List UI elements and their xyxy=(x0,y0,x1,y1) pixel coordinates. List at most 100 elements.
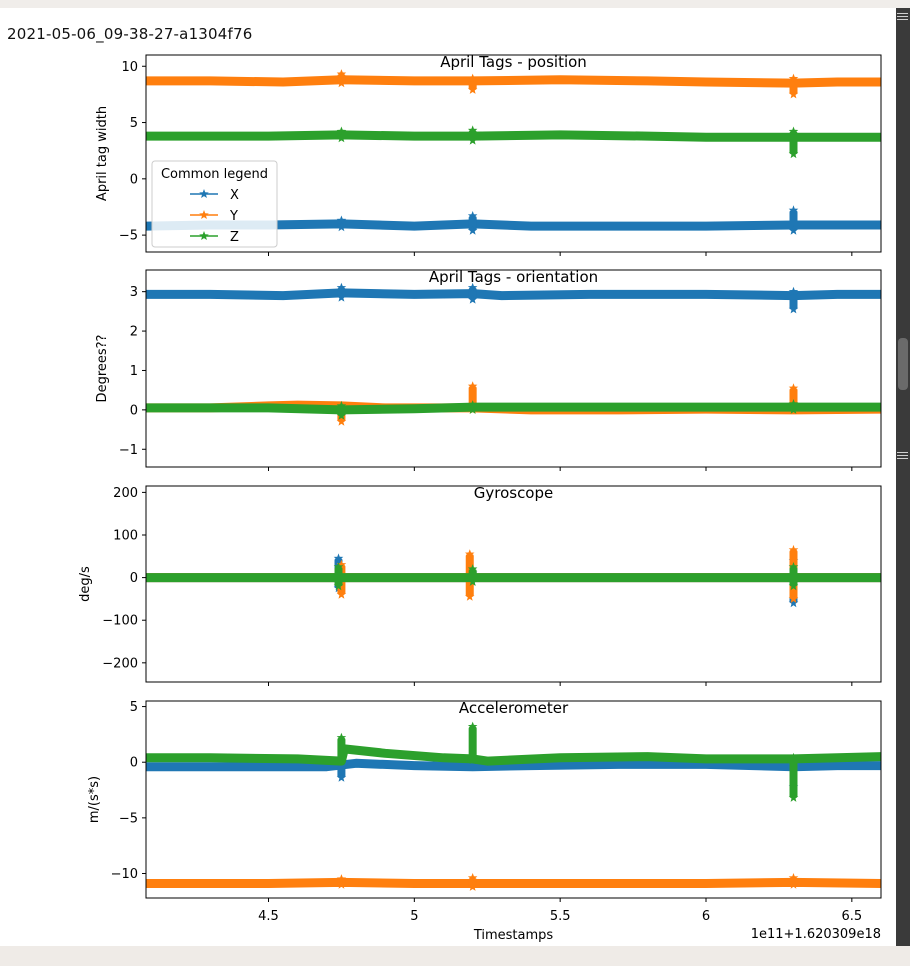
star-marker xyxy=(465,549,475,559)
series-spike-x xyxy=(337,763,346,778)
star-marker xyxy=(336,78,347,88)
star-marker xyxy=(788,225,799,235)
legend: Common legend XYZ xyxy=(151,160,278,248)
x-tick-label: 5 xyxy=(410,909,418,924)
legend-title: Common legend xyxy=(161,167,268,182)
legend-entry-label: Z xyxy=(230,230,239,245)
legend-box xyxy=(151,160,278,248)
star-marker xyxy=(467,400,478,410)
star-marker xyxy=(336,222,347,232)
y-tick-label: −10 xyxy=(111,867,138,882)
star-marker xyxy=(336,126,347,136)
series-band-z xyxy=(146,744,881,766)
star-marker xyxy=(788,873,799,882)
star-marker xyxy=(465,591,475,601)
star-marker xyxy=(467,564,478,574)
legend-star-marker xyxy=(199,210,209,219)
x-tick-label: 5.5 xyxy=(550,909,571,924)
series-spike-z xyxy=(468,726,477,760)
star-marker xyxy=(788,73,799,83)
star-marker xyxy=(788,879,799,889)
legend-star-marker xyxy=(199,231,209,240)
y-tick-label: 200 xyxy=(113,486,138,501)
series-spike-y xyxy=(789,78,798,95)
star-marker xyxy=(336,410,347,420)
star-marker xyxy=(336,215,347,225)
y-tick-label: 0 xyxy=(130,571,138,586)
data-layer xyxy=(146,721,881,891)
grip-line xyxy=(897,458,908,459)
star-marker xyxy=(788,581,799,591)
y-tick-label: −1 xyxy=(119,443,138,458)
star-marker xyxy=(467,721,478,731)
star-marker xyxy=(336,589,347,599)
star-marker xyxy=(333,581,344,591)
subplot-2: −1 0 1 2 3 April Tags - orientation Degrees?? xyxy=(95,268,882,471)
grip-line xyxy=(897,455,908,456)
star-marker xyxy=(336,400,347,410)
star-marker xyxy=(788,205,799,215)
star-marker xyxy=(336,69,347,79)
series-spike-x xyxy=(789,210,798,231)
star-marker xyxy=(788,304,799,314)
y-axis-label: deg/s xyxy=(78,566,93,602)
legend-entry-label: X xyxy=(230,188,239,203)
y-axis-label: April tag width xyxy=(95,106,110,201)
axes-frame xyxy=(145,54,882,253)
star-marker xyxy=(788,544,799,554)
star-marker xyxy=(467,135,478,145)
series-spike-z xyxy=(334,566,343,587)
y-tick-label: 5 xyxy=(130,116,138,131)
series-spike-z xyxy=(789,566,798,587)
y-tick-label: 0 xyxy=(130,172,138,187)
star-marker xyxy=(336,282,347,292)
y-tick-label: 1 xyxy=(130,364,138,379)
scrollbar-thumb[interactable] xyxy=(898,338,908,390)
star-marker xyxy=(788,404,799,414)
star-marker xyxy=(467,282,478,292)
series-spike-z xyxy=(789,757,798,798)
star-marker xyxy=(788,286,799,296)
star-marker xyxy=(788,383,799,393)
series-band-x xyxy=(146,288,881,301)
star-marker xyxy=(333,562,344,571)
y-tick-label: 2 xyxy=(130,325,138,340)
y-tick-label: 0 xyxy=(130,403,138,418)
star-marker xyxy=(788,752,799,762)
y-tick-label: 0 xyxy=(130,756,138,771)
y-axis-label: m/(s*s) xyxy=(87,776,102,823)
star-marker xyxy=(788,89,799,99)
star-marker xyxy=(336,879,347,889)
y-tick-label: 3 xyxy=(130,285,138,300)
subplot-title: April Tags - position xyxy=(440,53,587,71)
subplot-3: −200 −100 0 100 200 Gyroscope deg/s xyxy=(78,484,882,686)
star-marker xyxy=(788,399,799,408)
star-marker xyxy=(788,598,799,608)
series-band-y xyxy=(146,75,881,88)
vertical-scrollbar[interactable] xyxy=(896,8,910,946)
legend-entry-label: Y xyxy=(229,209,238,224)
figure-canvas xyxy=(0,8,896,946)
grip-line xyxy=(897,16,908,17)
series-spike-z xyxy=(789,131,798,155)
subplot-title: April Tags - orientation xyxy=(429,268,598,286)
y-tick-label: −5 xyxy=(119,811,138,826)
subplot-title: Gyroscope xyxy=(474,484,554,502)
x-tick-label: 6 xyxy=(702,909,710,924)
star-marker xyxy=(336,732,347,742)
star-marker xyxy=(336,416,347,426)
star-marker xyxy=(467,404,478,414)
star-marker xyxy=(788,593,799,603)
axes-frame xyxy=(145,269,882,468)
x-tick-label: 4.5 xyxy=(258,909,279,924)
star-marker xyxy=(788,792,799,802)
figure-title: 2021-05-06_09-38-27-a1304f76 xyxy=(7,25,253,43)
y-tick-label: −100 xyxy=(102,614,138,629)
star-marker xyxy=(336,756,347,766)
y-tick-label: 5 xyxy=(130,700,138,715)
star-marker xyxy=(467,125,478,135)
series-band-y xyxy=(146,877,881,888)
y-tick-label: 100 xyxy=(113,529,138,544)
axes-frame xyxy=(145,700,882,899)
